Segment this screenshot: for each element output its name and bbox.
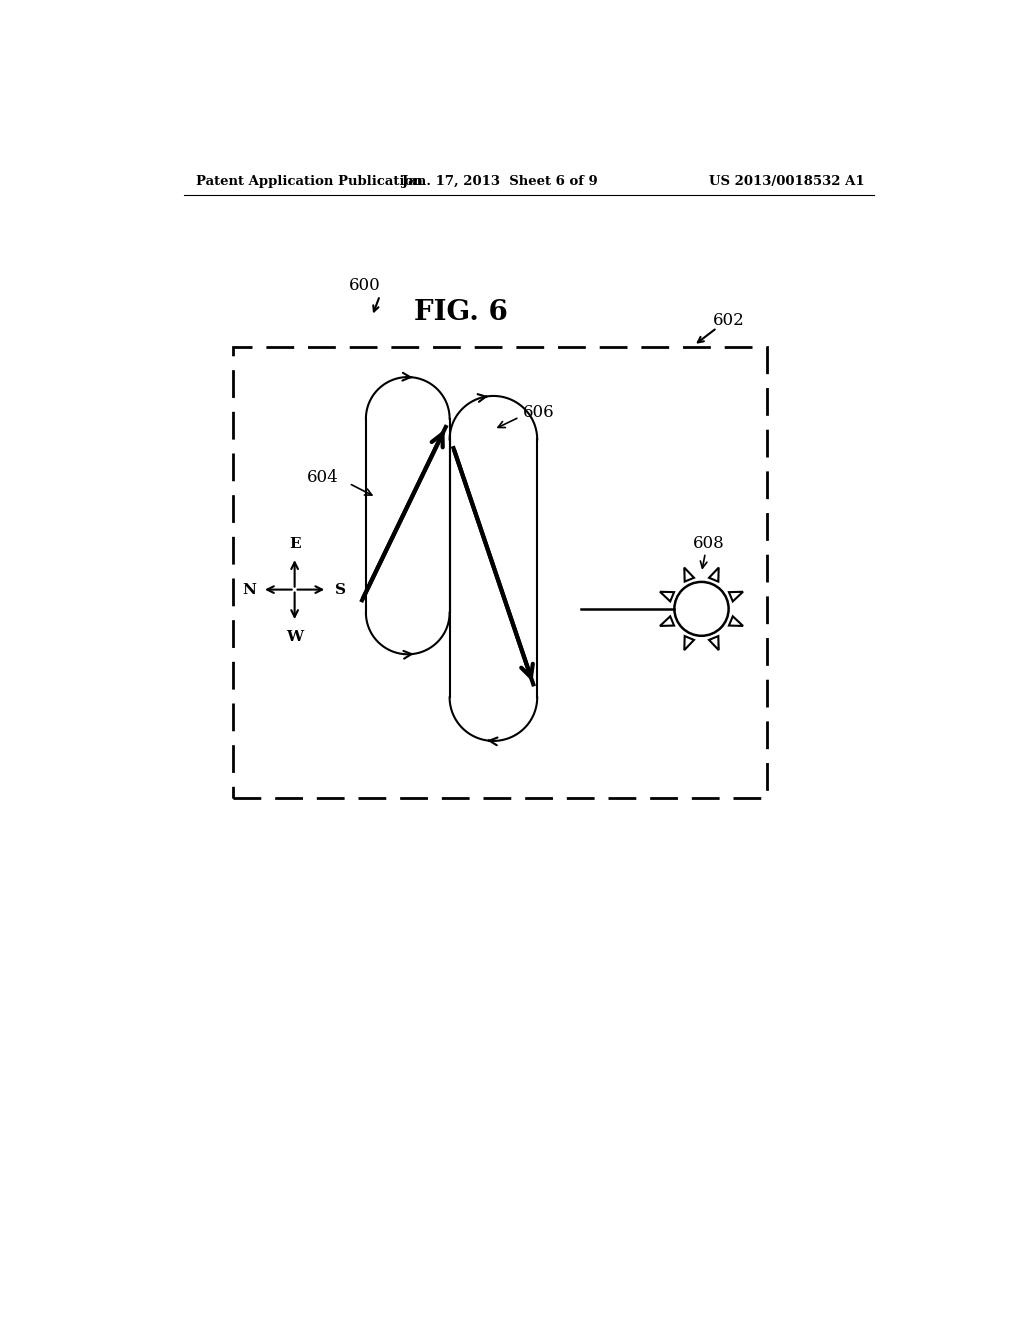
Text: Patent Application Publication: Patent Application Publication (197, 176, 423, 187)
Text: S: S (335, 582, 346, 597)
Text: 602: 602 (713, 312, 744, 329)
Text: N: N (242, 582, 256, 597)
Text: E: E (289, 537, 300, 552)
Text: US 2013/0018532 A1: US 2013/0018532 A1 (709, 176, 864, 187)
Text: W: W (286, 631, 303, 644)
Text: Jan. 17, 2013  Sheet 6 of 9: Jan. 17, 2013 Sheet 6 of 9 (402, 176, 598, 187)
Text: 604: 604 (307, 470, 339, 487)
Text: FIG. 6: FIG. 6 (415, 298, 508, 326)
Bar (232, 347, 767, 797)
Text: 600: 600 (349, 277, 381, 294)
Text: 606: 606 (523, 404, 555, 421)
Text: 608: 608 (693, 535, 725, 552)
